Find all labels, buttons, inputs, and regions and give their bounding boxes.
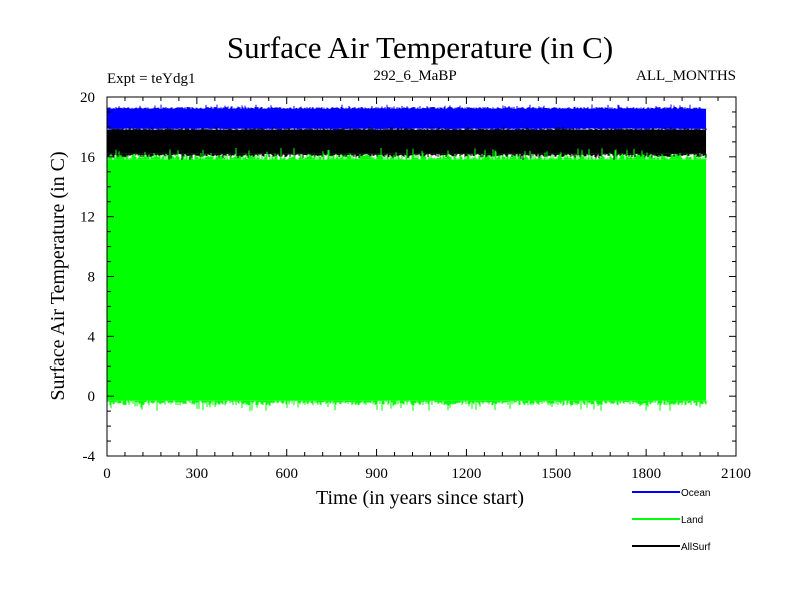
x-tick-label: 2100 <box>721 466 751 482</box>
legend: Ocean Land AllSurf <box>632 488 711 553</box>
series-band-land <box>107 159 707 401</box>
experiment-label: Expt = teYdg1 <box>107 71 195 87</box>
series-ocean <box>106 104 707 132</box>
legend-item-land: Land <box>632 515 703 526</box>
x-tick-label: 900 <box>365 466 388 482</box>
series-allsurf <box>106 126 707 162</box>
y-tick-label: 8 <box>88 270 96 286</box>
legend-item-ocean: Ocean <box>632 488 710 499</box>
y-tick-label: 4 <box>88 329 96 345</box>
legend-label: Land <box>681 515 703 526</box>
legend-label: Ocean <box>681 488 710 499</box>
x-axis-label: Time (in years since start) <box>316 487 524 509</box>
x-tick-label: 1500 <box>541 466 571 482</box>
period-label: 292_6_MaBP <box>373 68 456 84</box>
months-label: ALL_MONTHS <box>636 68 736 84</box>
y-tick-label: 20 <box>80 90 95 106</box>
y-axis-label: Surface Air Temperature (in C) <box>47 151 69 400</box>
y-axis: -4 0 4 8 12 16 20 <box>80 90 736 465</box>
x-tick-label: 300 <box>186 466 209 482</box>
x-tick-label: 600 <box>275 466 298 482</box>
series-band-ocean <box>107 108 707 129</box>
x-tick-label: 1200 <box>451 466 481 482</box>
x-tick-label: 1800 <box>631 466 661 482</box>
y-tick-label: 0 <box>88 389 96 405</box>
series-land <box>106 148 707 412</box>
x-axis: 0 300 600 900 1200 1500 1800 2100 <box>103 97 751 482</box>
legend-label: AllSurf <box>681 542 711 553</box>
x-tick-label: 0 <box>103 466 111 482</box>
y-tick-label: -4 <box>83 449 96 465</box>
y-tick-label: 16 <box>80 150 96 166</box>
chart-title: Surface Air Temperature (in C) <box>227 30 613 65</box>
series-band-allsurf <box>107 129 707 154</box>
y-tick-label: 12 <box>80 210 95 226</box>
plot-area <box>106 96 737 457</box>
legend-item-allsurf: AllSurf <box>632 542 711 553</box>
